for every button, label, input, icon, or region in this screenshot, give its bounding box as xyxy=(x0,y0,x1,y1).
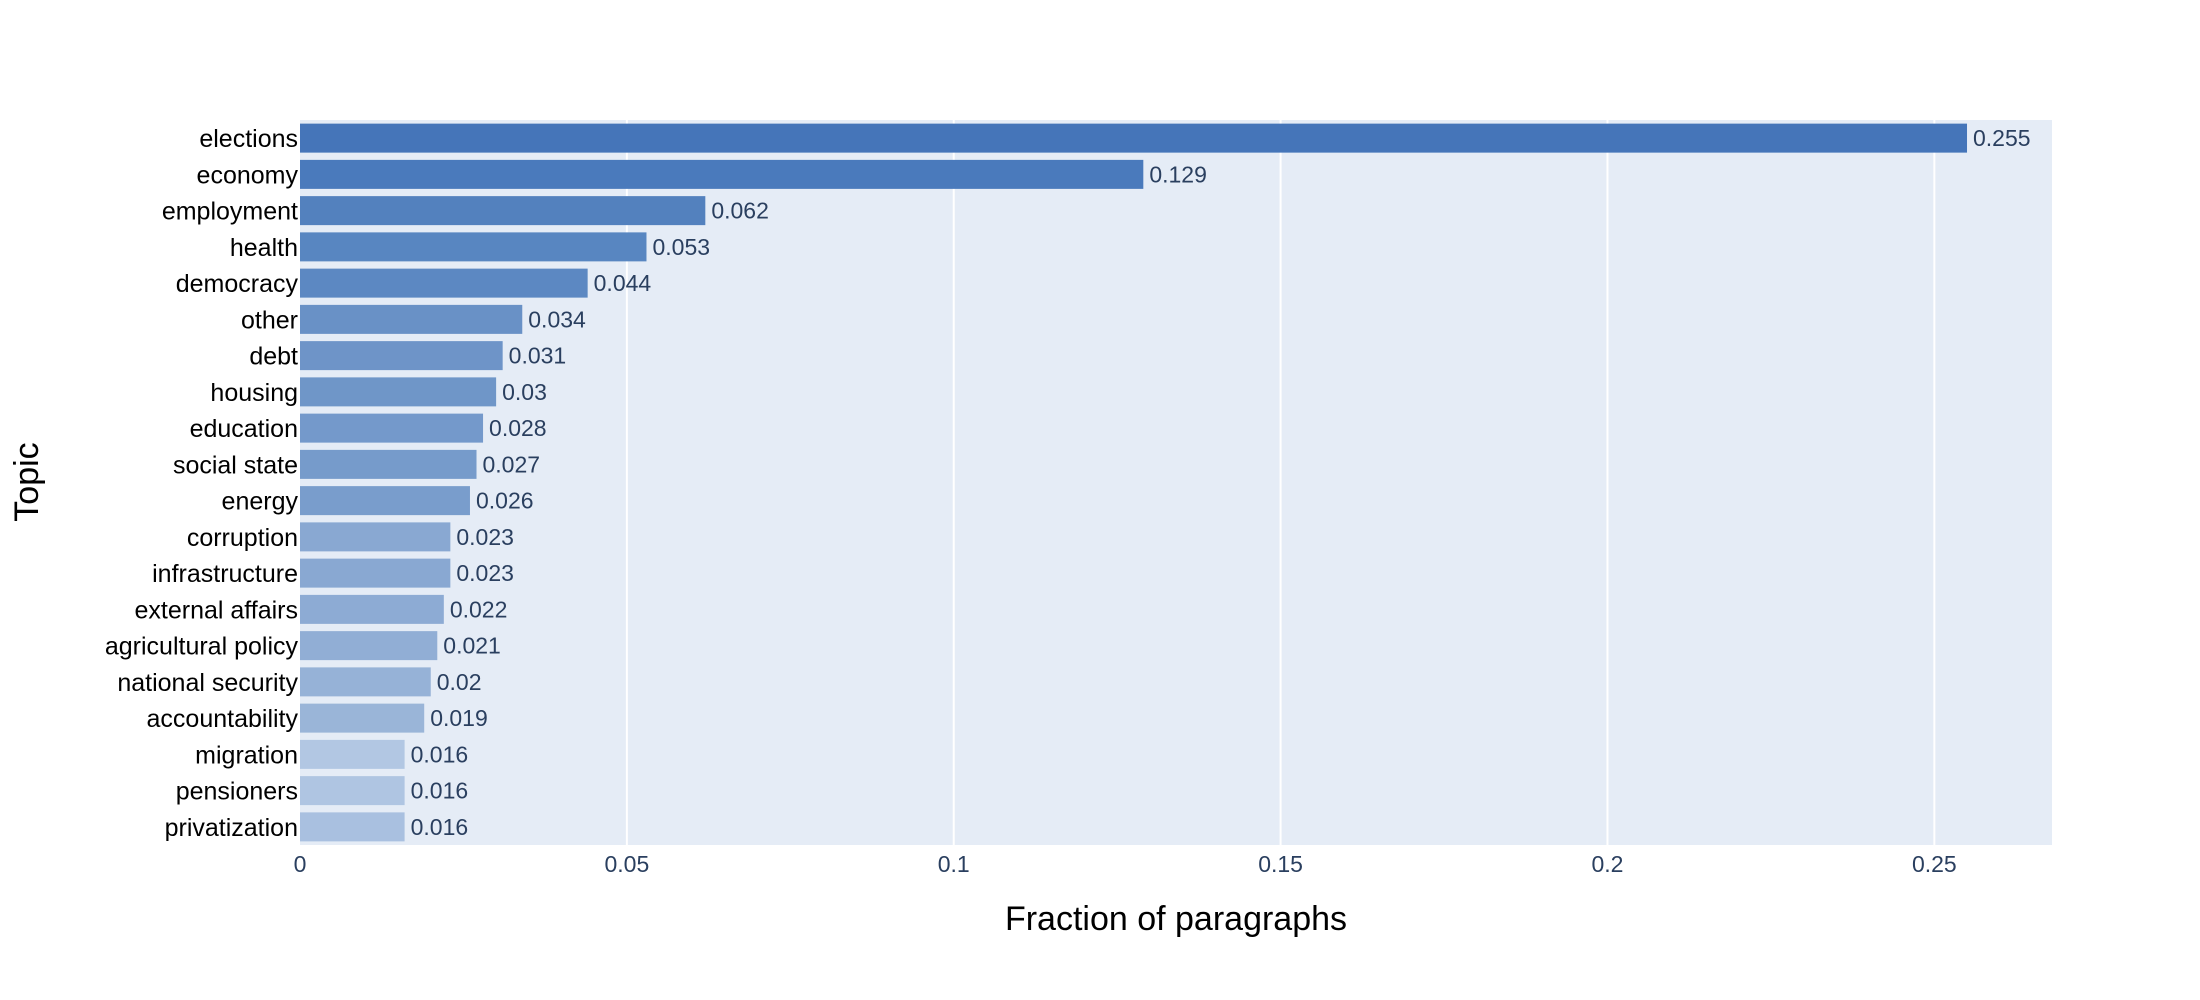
category-label: economy xyxy=(197,161,299,189)
bar-external-affairs xyxy=(300,594,444,624)
value-label: 0.019 xyxy=(430,705,488,731)
bar-agricultural-policy xyxy=(300,631,438,661)
category-label: elections xyxy=(199,125,298,153)
category-label: employment xyxy=(162,198,298,226)
category-label: corruption xyxy=(187,524,298,552)
category-label: democracy xyxy=(176,270,299,298)
bar-housing xyxy=(300,377,497,407)
category-label: migration xyxy=(195,741,298,769)
value-label: 0.016 xyxy=(411,814,469,840)
bar-pensioners xyxy=(300,776,405,806)
category-label: other xyxy=(241,306,298,334)
bar-accountability xyxy=(300,703,425,733)
bar-infrastructure xyxy=(300,558,451,588)
x-axis-ticks: 0 0.05 0.1 0.15 0.2 0.25 xyxy=(294,851,1957,877)
x-tick-label: 0.15 xyxy=(1258,851,1303,877)
bar-social-state xyxy=(300,449,477,479)
value-label: 0.028 xyxy=(489,415,547,441)
x-axis-title: Fraction of paragraphs xyxy=(1005,900,1347,938)
value-label: 0.023 xyxy=(456,560,514,586)
category-label: accountability xyxy=(147,705,299,733)
x-tick-label: 0.25 xyxy=(1912,851,1957,877)
category-label: social state xyxy=(173,451,298,479)
value-label: 0.034 xyxy=(528,306,586,332)
value-label: 0.027 xyxy=(483,451,541,477)
value-label: 0.026 xyxy=(476,488,534,514)
bar-employment xyxy=(300,196,706,226)
x-tick-label: 0.05 xyxy=(604,851,649,877)
value-label: 0.02 xyxy=(437,669,482,695)
x-tick-label: 0.2 xyxy=(1591,851,1623,877)
value-label: 0.044 xyxy=(594,270,652,296)
category-label: privatization xyxy=(165,814,298,842)
x-tick-label: 0 xyxy=(294,851,307,877)
bar-education xyxy=(300,413,484,443)
category-labels: elections economy employment health democrac… xyxy=(105,125,299,842)
y-axis-title: Topic xyxy=(8,442,46,521)
bar-elections xyxy=(300,123,1968,153)
value-label: 0.016 xyxy=(411,778,469,804)
category-label: health xyxy=(230,234,298,262)
bar-national-security xyxy=(300,667,431,697)
category-label: education xyxy=(190,415,298,443)
x-tick-label: 0.1 xyxy=(938,851,970,877)
value-label: 0.022 xyxy=(450,596,508,622)
bars xyxy=(300,123,1968,842)
value-label: 0.031 xyxy=(509,343,567,369)
bar-debt xyxy=(300,341,503,371)
bar-energy xyxy=(300,486,470,516)
bar-democracy xyxy=(300,268,588,298)
category-label: agricultural policy xyxy=(105,633,299,661)
bar-migration xyxy=(300,739,405,769)
category-label: energy xyxy=(222,488,299,516)
bar-economy xyxy=(300,159,1144,189)
bar-health xyxy=(300,232,647,262)
bar-privatization xyxy=(300,812,405,842)
category-label: debt xyxy=(249,343,298,371)
category-label: external affairs xyxy=(134,596,298,624)
value-label: 0.255 xyxy=(1973,125,2031,151)
value-label: 0.023 xyxy=(456,524,514,550)
category-label: housing xyxy=(210,379,298,407)
bar-other xyxy=(300,304,523,334)
value-label: 0.021 xyxy=(443,633,501,659)
value-label: 0.053 xyxy=(652,234,710,260)
plot-background xyxy=(300,120,2052,845)
category-label: infrastructure xyxy=(152,560,298,588)
category-label: pensioners xyxy=(176,778,298,806)
value-label: 0.062 xyxy=(711,198,769,224)
value-label: 0.129 xyxy=(1149,161,1207,187)
bar-corruption xyxy=(300,522,451,552)
value-label: 0.016 xyxy=(411,741,469,767)
category-label: national security xyxy=(117,669,298,697)
value-label: 0.03 xyxy=(502,379,547,405)
gridlines xyxy=(625,120,1936,845)
